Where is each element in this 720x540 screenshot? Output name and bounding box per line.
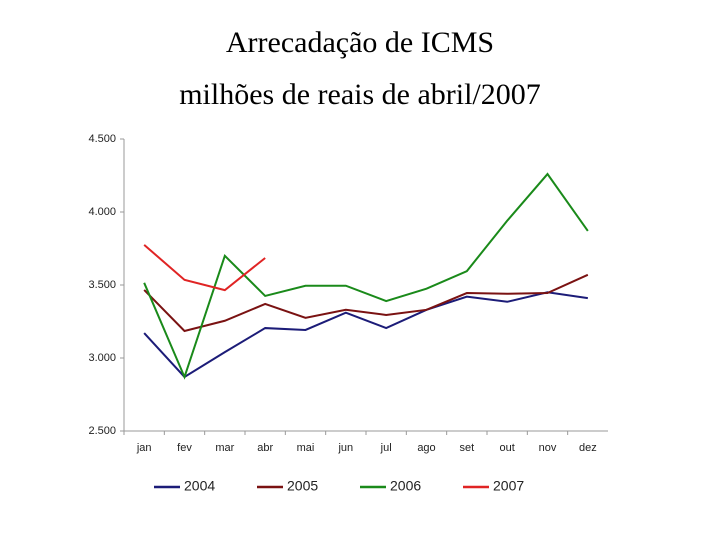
x-tick-label: ago <box>417 442 435 454</box>
x-tick-label: mai <box>297 442 315 454</box>
chart-subtitle: milhões de reais de abril/2007 <box>179 78 541 111</box>
series-line <box>143 172 589 380</box>
y-tick-label: 4.000 <box>88 206 116 218</box>
series-line <box>143 273 589 333</box>
legend-label: 2005 <box>287 478 318 494</box>
legend-label: 2006 <box>390 478 421 494</box>
legend-label: 2007 <box>493 478 524 494</box>
x-tick-label: out <box>500 442 515 454</box>
y-tick-label: 3.000 <box>88 352 116 364</box>
x-tick-label: jan <box>136 442 152 454</box>
x-tick-label: dez <box>579 442 597 454</box>
x-tick-label: jul <box>380 442 392 454</box>
y-tick-label: 2.500 <box>88 425 116 437</box>
x-tick-label: nov <box>539 442 557 454</box>
series-line <box>143 291 588 379</box>
y-tick-label: 3.500 <box>88 279 116 291</box>
x-tick-label: mar <box>215 442 234 454</box>
x-tick-label: set <box>459 442 474 454</box>
series-line <box>143 244 266 292</box>
x-tick-label: abr <box>257 442 273 454</box>
y-tick-label: 4.500 <box>88 133 116 145</box>
x-tick-label: jun <box>337 442 353 454</box>
chart-title: Arrecadação de ICMS <box>226 26 494 59</box>
x-tick-label: fev <box>177 442 192 454</box>
legend-label: 2004 <box>184 478 215 494</box>
